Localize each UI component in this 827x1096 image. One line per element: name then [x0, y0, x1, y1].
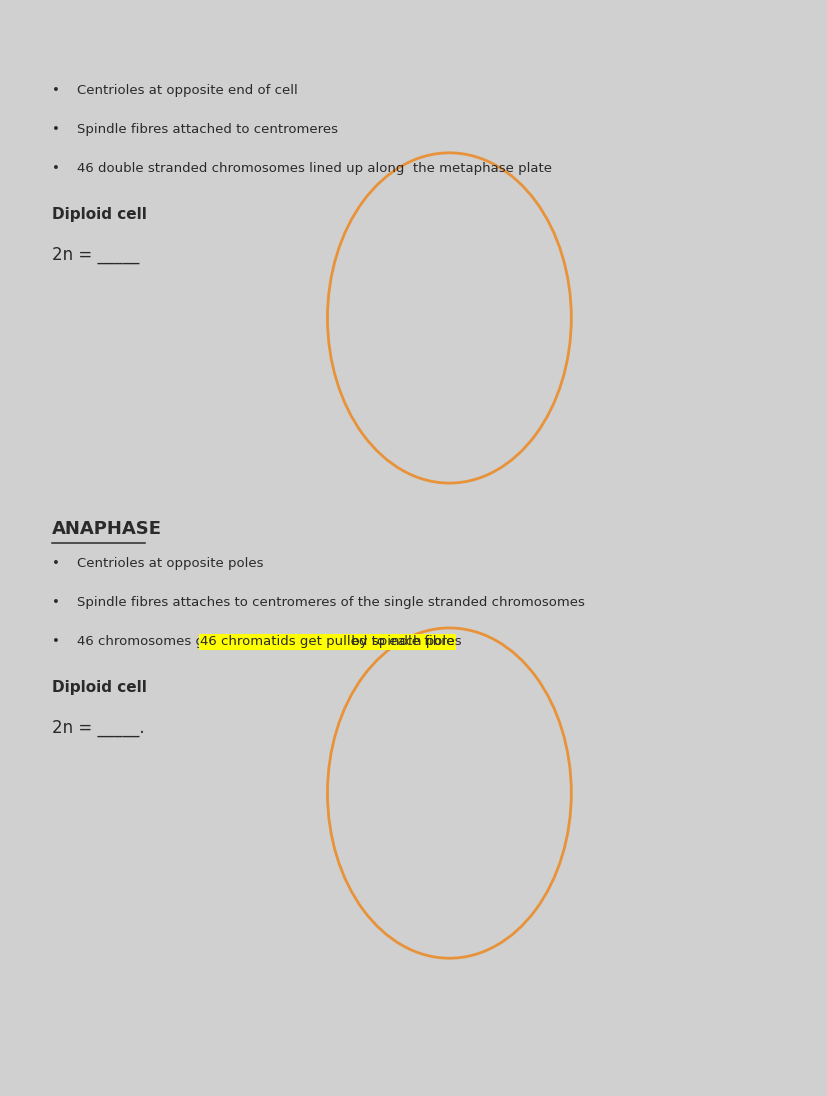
Text: Diploid cell: Diploid cell: [52, 207, 147, 222]
Text: •: •: [52, 557, 60, 570]
Text: Spindle fibres attached to centromeres: Spindle fibres attached to centromeres: [77, 123, 338, 136]
Text: ANAPHASE: ANAPHASE: [52, 521, 162, 538]
Text: •: •: [52, 162, 60, 175]
Text: Spindle fibres attaches to centromeres of the single stranded chromosomes: Spindle fibres attaches to centromeres o…: [77, 596, 585, 609]
Text: 46 chromosomes get separated -: 46 chromosomes get separated -: [77, 636, 303, 649]
Text: by spindle fibres: by spindle fibres: [347, 636, 461, 649]
Text: Diploid cell: Diploid cell: [52, 681, 147, 695]
Text: •: •: [52, 83, 60, 96]
Text: •: •: [52, 636, 60, 649]
Text: •: •: [52, 596, 60, 609]
Text: Centrioles at opposite poles: Centrioles at opposite poles: [77, 557, 264, 570]
Text: 46 double stranded chromosomes lined up along  the metaphase plate: 46 double stranded chromosomes lined up …: [77, 162, 552, 175]
Text: 2n = _____: 2n = _____: [52, 246, 140, 263]
Text: 46 chromatids get pulled to each pole: 46 chromatids get pulled to each pole: [200, 636, 454, 649]
Text: •: •: [52, 123, 60, 136]
Text: 2n = _____.: 2n = _____.: [52, 719, 145, 737]
Text: Centrioles at opposite end of cell: Centrioles at opposite end of cell: [77, 83, 298, 96]
